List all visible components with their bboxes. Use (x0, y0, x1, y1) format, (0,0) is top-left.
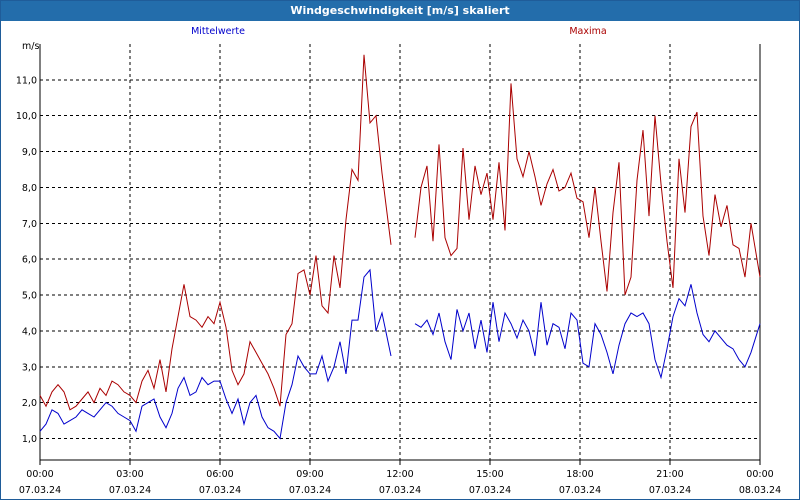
x-tick-time: 12:00 (386, 469, 413, 480)
y-axis-label: m/s (22, 41, 39, 52)
x-tick-time: 21:00 (656, 469, 683, 480)
x-tick-date: 07.03.24 (469, 485, 511, 496)
y-tick-label: 5,0 (22, 291, 37, 302)
y-tick-label: 3,0 (22, 362, 37, 373)
x-tick-date: 08.03.24 (739, 485, 781, 496)
x-tick-time: 15:00 (476, 469, 503, 480)
series-line-maxima (414, 83, 761, 296)
x-tick-date: 07.03.24 (19, 485, 61, 496)
window-title: Windgeschwindigkeit [m/s] skaliert (1, 1, 799, 21)
x-tick-date: 07.03.24 (289, 485, 331, 496)
grid (40, 44, 760, 460)
y-tick-label: 10,0 (16, 111, 37, 122)
axes (39, 44, 761, 465)
y-tick-label: 7,0 (22, 219, 37, 230)
x-tick-date: 07.03.24 (649, 485, 691, 496)
y-tick-label: 1,0 (22, 434, 37, 445)
series-line-mittelwerte (39, 268, 392, 440)
y-tick-label: 2,0 (22, 398, 37, 409)
series-line-mittelwerte (414, 284, 761, 380)
x-tick-time: 00:00 (26, 469, 53, 480)
series-layer (39, 54, 761, 440)
y-tick-label: 8,0 (22, 183, 37, 194)
series-line-maxima (39, 54, 392, 411)
y-tick-label: 4,0 (22, 326, 37, 337)
x-tick-date: 07.03.24 (199, 485, 241, 496)
x-tick-date: 07.03.24 (559, 485, 601, 496)
x-tick-date: 07.03.24 (379, 485, 421, 496)
x-tick-time: 03:00 (116, 469, 143, 480)
legend-mittelwerte: Mittelwerte (191, 26, 245, 37)
labels: 1,0 2,0 3,0 4,0 5,0 6,0 7,0 8,0 9,0 10,0 11,0 00:00… (16, 26, 781, 496)
x-tick-time: 06:00 (206, 469, 233, 480)
y-tick-label: 6,0 (22, 255, 37, 266)
x-tick-time: 00:00 (746, 469, 773, 480)
legend-maxima: Maxima (569, 26, 606, 37)
y-tick-label: 9,0 (22, 147, 37, 158)
x-tick-date: 07.03.24 (109, 485, 151, 496)
x-tick-time: 09:00 (296, 469, 323, 480)
y-tick-label: 11,0 (16, 75, 37, 86)
x-tick-time: 18:00 (566, 469, 593, 480)
